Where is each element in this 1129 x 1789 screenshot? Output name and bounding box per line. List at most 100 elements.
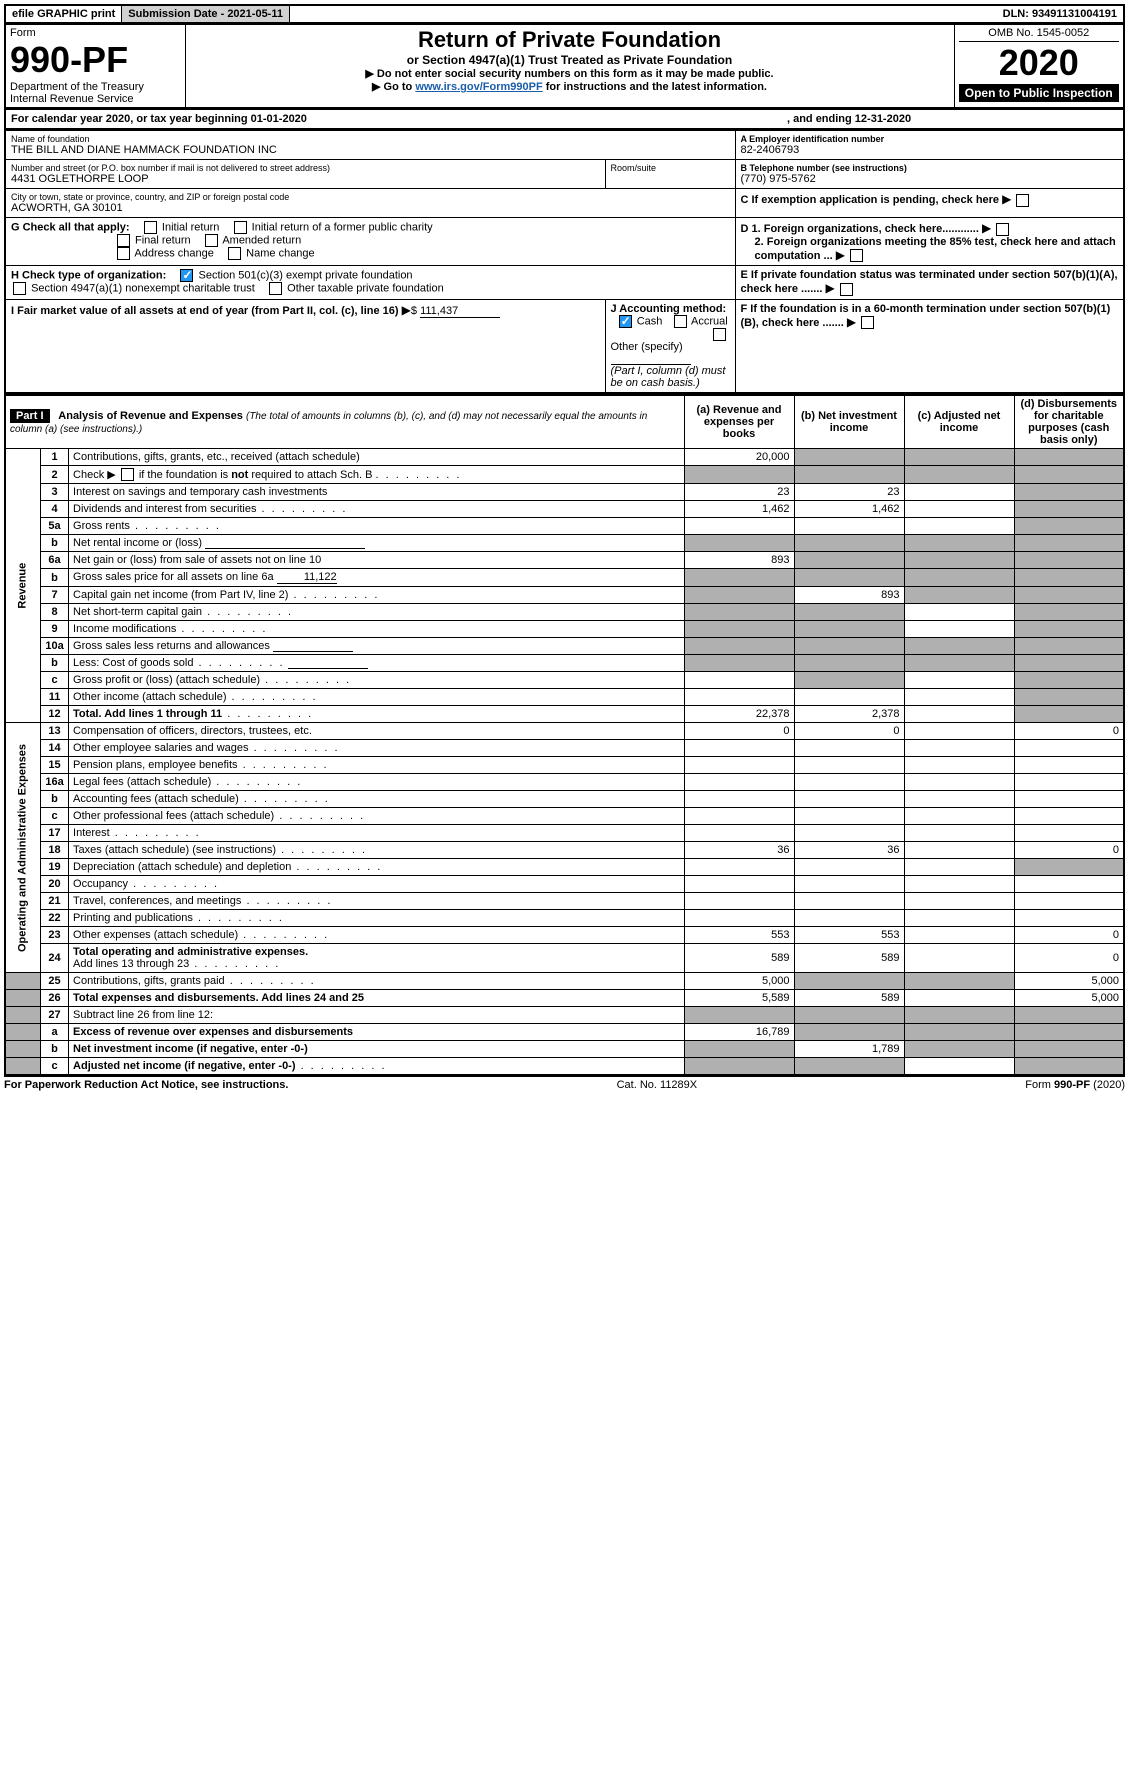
table-row: 20 Occupancy — [5, 876, 1124, 893]
table-row: 7 Capital gain net income (from Part IV,… — [5, 587, 1124, 604]
ein-label: A Employer identification number — [741, 134, 1119, 144]
table-row: 4 Dividends and interest from securities… — [5, 501, 1124, 518]
page-footer: For Paperwork Reduction Act Notice, see … — [4, 1076, 1125, 1091]
j-other-label: Other (specify) — [611, 341, 683, 353]
calendar-begin: For calendar year 2020, or tax year begi… — [11, 113, 307, 125]
line-1-a: 20,000 — [684, 448, 794, 465]
g-opt-2: Final return — [135, 234, 191, 246]
ein: 82-2406793 — [741, 144, 1119, 156]
open-public: Open to Public Inspection — [959, 84, 1120, 102]
g-final-checkbox[interactable] — [117, 234, 130, 247]
identification-block: Name of foundation THE BILL AND DIANE HA… — [4, 130, 1125, 394]
g-name-checkbox[interactable] — [228, 247, 241, 260]
g-amended-checkbox[interactable] — [205, 234, 218, 247]
phone: (770) 975-5762 — [741, 173, 1119, 185]
table-row: b Gross sales price for all assets on li… — [5, 569, 1124, 587]
foundation-name: THE BILL AND DIANE HAMMACK FOUNDATION IN… — [11, 144, 730, 156]
e-checkbox[interactable] — [840, 283, 853, 296]
g-initial-checkbox[interactable] — [144, 221, 157, 234]
addr-label: Number and street (or P.O. box number if… — [11, 163, 600, 173]
table-row: Operating and Administrative Expenses 13… — [5, 723, 1124, 740]
line-10a-input[interactable] — [273, 640, 353, 652]
instr-1: ▶ Do not enter social security numbers o… — [190, 67, 950, 80]
c-checkbox[interactable] — [1016, 194, 1029, 207]
d2-checkbox[interactable] — [850, 249, 863, 262]
j-other-input[interactable] — [611, 353, 691, 365]
form-title: Return of Private Foundation — [190, 27, 950, 53]
h-501c3-checkbox[interactable] — [180, 269, 193, 282]
table-row: b Net investment income (if negative, en… — [5, 1041, 1124, 1058]
table-row: 5a Gross rents — [5, 518, 1124, 535]
j-opt-1: Accrual — [691, 315, 728, 327]
tax-year: 2020 — [959, 42, 1120, 84]
city-label: City or town, state or province, country… — [11, 192, 730, 202]
line-2-checkbox[interactable] — [121, 468, 134, 481]
table-row: 26 Total expenses and disbursements. Add… — [5, 990, 1124, 1007]
part1-label: Part I — [10, 409, 50, 423]
line-5b-input[interactable] — [205, 537, 365, 549]
fmv-value: 111,437 — [420, 305, 500, 318]
table-row: 9 Income modifications — [5, 621, 1124, 638]
expenses-section-label: Operating and Administrative Expenses — [5, 723, 41, 973]
col-b-header: (b) Net investment income — [794, 395, 904, 449]
line-1-label: Contributions, gifts, grants, etc., rece… — [69, 448, 684, 465]
dln: DLN: 93491131004191 — [997, 6, 1123, 22]
g-address-checkbox[interactable] — [117, 247, 130, 260]
table-row: a Excess of revenue over expenses and di… — [5, 1024, 1124, 1041]
g-initial-former-checkbox[interactable] — [234, 221, 247, 234]
g-opt-3: Amended return — [222, 234, 301, 246]
g-opt-5: Name change — [246, 247, 315, 259]
i-label: I Fair market value of all assets at end… — [11, 305, 399, 317]
f-checkbox[interactable] — [861, 316, 874, 329]
d2-label: 2. Foreign organizations meeting the 85%… — [755, 236, 1116, 262]
table-row: 23 Other expenses (attach schedule) 553 … — [5, 927, 1124, 944]
h-other-checkbox[interactable] — [269, 282, 282, 295]
table-row: c Gross profit or (loss) (attach schedul… — [5, 672, 1124, 689]
calendar-end: , and ending 12-31-2020 — [787, 113, 911, 125]
h-label: H Check type of organization: — [11, 270, 166, 282]
table-row: 22 Printing and publications — [5, 910, 1124, 927]
d1-checkbox[interactable] — [996, 223, 1009, 236]
j-other-checkbox[interactable] — [713, 328, 726, 341]
j-note: (Part I, column (d) must be on cash basi… — [611, 365, 726, 389]
col-c-header: (c) Adjusted net income — [904, 395, 1014, 449]
table-row: 11 Other income (attach schedule) — [5, 689, 1124, 706]
j-cash-checkbox[interactable] — [619, 315, 632, 328]
col-d-header: (d) Disbursements for charitable purpose… — [1014, 395, 1124, 449]
h-4947-checkbox[interactable] — [13, 282, 26, 295]
table-row: 24 Total operating and administrative ex… — [5, 944, 1124, 973]
table-row: 27 Subtract line 26 from line 12: — [5, 1007, 1124, 1024]
irs: Internal Revenue Service — [10, 93, 134, 105]
line-10b-input[interactable] — [288, 657, 368, 669]
c-label: C If exemption application is pending, c… — [741, 194, 1000, 206]
form-subtitle: or Section 4947(a)(1) Trust Treated as P… — [190, 53, 950, 67]
arrow-icon: ▶ — [1002, 192, 1011, 206]
table-row: 6a Net gain or (loss) from sale of asset… — [5, 552, 1124, 569]
table-row: 3 Interest on savings and temporary cash… — [5, 484, 1124, 501]
efile-label: efile GRAPHIC print — [6, 6, 122, 22]
instr-2: ▶ Go to www.irs.gov/Form990PF for instru… — [190, 80, 950, 93]
table-row: 14 Other employee salaries and wages — [5, 740, 1124, 757]
table-row: 12 Total. Add lines 1 through 11 22,378 … — [5, 706, 1124, 723]
table-row: 18 Taxes (attach schedule) (see instruct… — [5, 842, 1124, 859]
table-row: 21 Travel, conferences, and meetings — [5, 893, 1124, 910]
table-row: b Less: Cost of goods sold — [5, 655, 1124, 672]
dept: Department of the Treasury — [10, 81, 144, 93]
table-row: 2 Check ▶ if the foundation is not requi… — [5, 465, 1124, 484]
g-opt-4: Address change — [134, 247, 214, 259]
part1-table: Part I Analysis of Revenue and Expenses … — [4, 394, 1125, 1077]
f-label: F If the foundation is in a 60-month ter… — [741, 303, 1111, 329]
part1-title: Analysis of Revenue and Expenses — [58, 410, 243, 422]
j-accrual-checkbox[interactable] — [674, 315, 687, 328]
omb: OMB No. 1545-0052 — [959, 27, 1120, 42]
street-address: 4431 OGLETHORPE LOOP — [11, 173, 600, 185]
city-state-zip: ACWORTH, GA 30101 — [11, 202, 730, 214]
table-row: 17 Interest — [5, 825, 1124, 842]
table-row: b Net rental income or (loss) — [5, 535, 1124, 552]
irs-link[interactable]: www.irs.gov/Form990PF — [415, 81, 542, 93]
g-label: G Check all that apply: — [11, 221, 130, 233]
table-row: b Accounting fees (attach schedule) — [5, 791, 1124, 808]
form-word: Form — [10, 27, 36, 39]
e-label: E If private foundation status was termi… — [741, 269, 1118, 295]
h-opt-1: Section 4947(a)(1) nonexempt charitable … — [31, 283, 255, 295]
